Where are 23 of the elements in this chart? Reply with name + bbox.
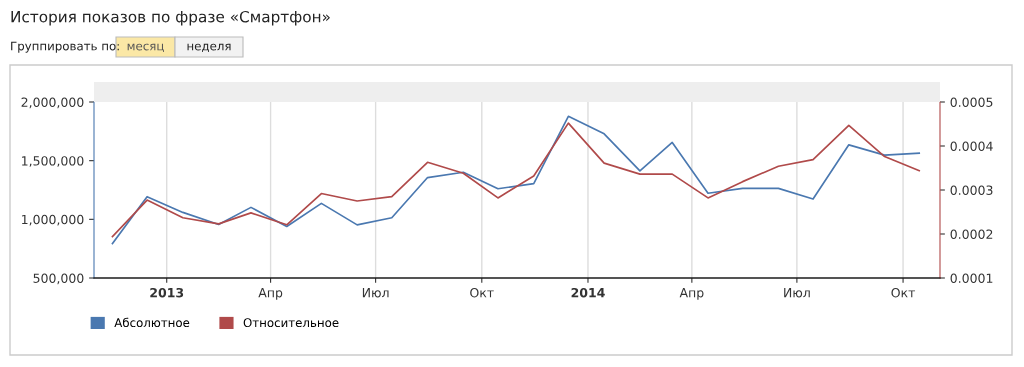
y-tick-label: 1,000,000 (22, 214, 84, 226)
x-tick-label: Окт (470, 287, 494, 298)
y-tick-label: 2,000,000 (21, 97, 84, 109)
chart-title: История показов по фразе «Смартфон» (11, 10, 330, 26)
y2-tick-label: 0.0003 (950, 185, 993, 195)
y-tick-label: 500,000 (33, 273, 84, 285)
x-tick-label: Апр (679, 288, 704, 300)
x-tick-label: 2014 (571, 287, 605, 298)
y2-tick-label: 0.0002 (950, 229, 993, 239)
y2-tick-label: 0.0001 (950, 273, 993, 283)
y2-tick-label: 0.0004 (950, 141, 993, 151)
text: неделя (187, 43, 231, 52)
y2-tick-label: 0.0005 (950, 97, 993, 107)
x-tick-label: Апр (258, 288, 283, 300)
legend-label: Абсолютное (114, 317, 190, 328)
x-tick-label: Июл (362, 288, 389, 298)
x-tick-label: 2013 (150, 287, 184, 298)
legend-label: Относительное (243, 318, 339, 328)
x-tick-label: Окт (891, 287, 916, 298)
y-tick-label: 1,500,000 (22, 156, 84, 167)
text: Группировать по: (11, 41, 119, 53)
x-tick-label: Июл (784, 288, 810, 298)
text: месяц (127, 43, 164, 52)
